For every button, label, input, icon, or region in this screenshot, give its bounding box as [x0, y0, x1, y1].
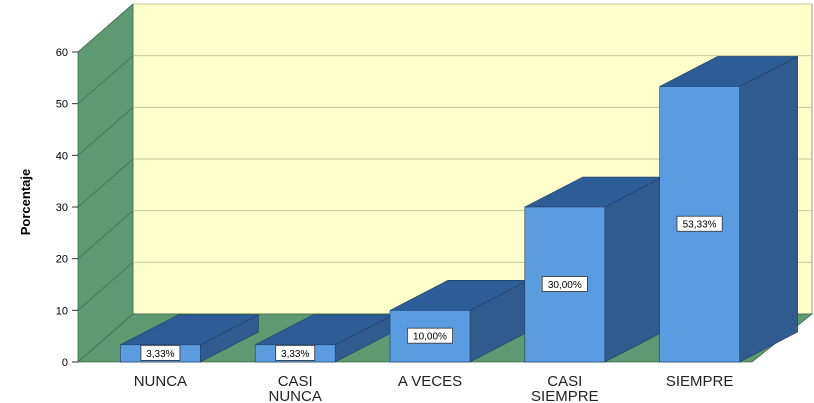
bar-5: 53,33%: [659, 55, 798, 363]
x-category-label: A VECES: [398, 373, 462, 390]
x-category-line: A VECES: [398, 373, 462, 390]
data-label-box: [541, 276, 588, 292]
data-label-box: [406, 327, 453, 344]
x-category-label: CASI NUNCA: [269, 373, 322, 403]
x-category-line: NUNCA: [269, 388, 322, 403]
side-gridline: [77, 55, 134, 104]
side-gridline: [77, 262, 134, 311]
data-label-box: [676, 215, 723, 232]
side-gridline: [77, 158, 134, 208]
bars: 3,33% 3,33% 10,00% 30,00% 53,33%: [120, 55, 798, 363]
y-tick-label: 40: [56, 150, 68, 162]
bar-2: 3,33%: [254, 314, 394, 363]
data-label: 53,33%: [683, 220, 717, 231]
bar-side: [739, 55, 798, 363]
data-label: 3,33%: [281, 349, 309, 360]
y-tick-label: 0: [62, 357, 68, 369]
x-category-label: SIEMPRE: [666, 373, 734, 390]
data-label-box: [275, 344, 316, 361]
bar-4: 30,00%: [524, 176, 664, 363]
data-label: 3,33%: [146, 349, 174, 360]
bar-3: 10,00%: [389, 279, 529, 363]
y-axis-ticks: 0 10 20 30 40 50 60: [56, 47, 78, 369]
data-label: 30,00%: [548, 280, 582, 291]
y-axis-label: Porcentaje: [18, 169, 33, 235]
side-gridline: [77, 3, 134, 53]
x-category-line: CASI: [278, 373, 313, 390]
y-tick-label: 60: [56, 47, 68, 59]
x-category-label: CASI SIEMPRE: [531, 373, 599, 403]
bar-1: 3,33%: [120, 314, 259, 363]
x-category-line: CASI: [547, 373, 582, 390]
y-tick-label: 10: [56, 305, 68, 317]
side-gridline: [77, 107, 134, 156]
bar-side: [604, 176, 664, 363]
data-label: 10,00%: [413, 332, 447, 343]
y-tick-label: 20: [56, 254, 68, 266]
x-category-line: SIEMPRE: [666, 373, 734, 390]
data-label-box: [140, 344, 181, 361]
y-tick-label: 30: [56, 202, 68, 214]
side-gridline: [77, 210, 134, 259]
x-category-label: NUNCA: [134, 373, 187, 390]
y-tick-label: 50: [56, 99, 68, 111]
x-category-line: SIEMPRE: [531, 388, 599, 403]
x-category-line: NUNCA: [134, 373, 187, 390]
